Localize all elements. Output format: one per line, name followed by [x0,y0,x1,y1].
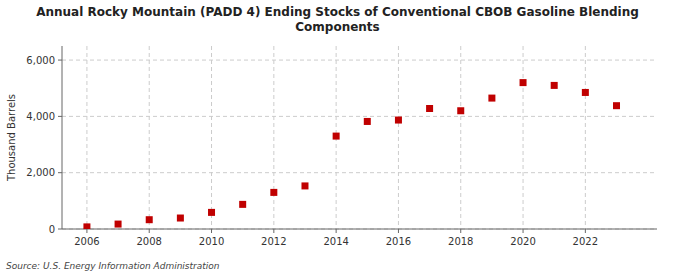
grid-line-y [62,172,657,173]
grid [62,46,657,229]
x-tick [398,229,399,233]
grid-line-x [460,46,461,229]
point [208,209,215,216]
x-tick [149,229,150,233]
x-tick-label: 2018 [448,236,473,247]
grid-line-x [273,46,274,229]
y-tick-label: 2,000 [26,167,55,178]
title: Annual Rocky Mountain (PADD 4) Ending St… [36,5,639,34]
x-tick-label: 2014 [323,236,348,247]
y-tick [58,60,62,61]
x-tick [336,229,337,233]
chart: Annual Rocky Mountain (PADD 4) Ending St… [0,0,675,275]
point [520,79,527,86]
y-axis-line [62,46,63,229]
x-tick [86,229,87,233]
point [426,105,433,112]
grid-line-x [523,46,524,229]
x-tick-label: 2022 [573,236,598,247]
y-axis-label: Thousand Barrels [6,94,17,182]
title-line: Components [295,20,380,34]
point [364,118,371,125]
grid-line-y [62,116,657,117]
point [115,221,122,228]
point [395,117,402,124]
x-tick-label: 2020 [510,236,535,247]
x-tick [211,229,212,233]
x-axis-line [62,229,657,230]
x-tick-label: 2006 [74,236,99,247]
y-tick-label: 0 [49,224,55,235]
y-tick-label: 6,000 [26,55,55,66]
point [83,223,90,229]
x-tick [273,229,274,233]
x-tick [460,229,461,233]
grid-line-x [149,46,150,229]
point [301,182,308,189]
point [551,82,558,89]
x-tick-label: 2010 [199,236,224,247]
y-tick-label: 4,000 [26,111,55,122]
point [333,133,340,140]
point [239,201,246,208]
grid-line-x [398,46,399,229]
x-tick [585,229,586,233]
y-tick [58,229,62,230]
point [488,95,495,102]
grid-line-y [62,60,657,61]
source-note: Source: U.S. Energy Information Administ… [6,261,220,271]
x-tick-label: 2016 [386,236,411,247]
point [177,215,184,222]
x-tick-label: 2008 [136,236,161,247]
point [613,102,620,109]
grid-line-y [62,229,657,230]
x-tick-label: 2012 [261,236,286,247]
point [457,107,464,114]
points [83,79,620,229]
point [146,216,153,223]
y-tick [58,116,62,117]
y-tick [58,172,62,173]
grid-line-x [585,46,586,229]
grid-line-x [211,46,212,229]
title-line: Annual Rocky Mountain (PADD 4) Ending St… [36,5,639,19]
point [582,89,589,96]
grid-line-x [86,46,87,229]
point [270,189,277,196]
x-tick [523,229,524,233]
